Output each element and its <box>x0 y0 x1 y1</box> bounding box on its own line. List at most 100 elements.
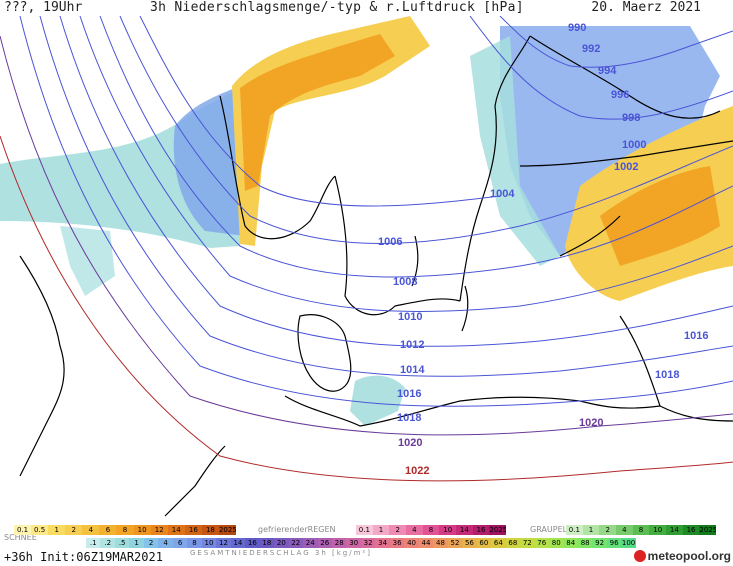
forecast-date: 20. Maerz 2021 <box>591 0 701 15</box>
freezing-scale-cell: 14 <box>456 525 473 535</box>
isobar-label: 1020 <box>579 417 603 429</box>
freezing-scale-cell: 16 <box>472 525 490 535</box>
total-scale-cell: 30 <box>346 538 361 548</box>
graupel-scale-cell: 2 <box>599 525 617 535</box>
isobar-label: 1000 <box>622 139 646 151</box>
isobar-line <box>139 16 501 207</box>
rain-scale-cell: 2 <box>65 525 83 535</box>
total-scale-cell: 4 <box>158 538 173 548</box>
graupel-scale-cell: 0.1 <box>566 525 583 535</box>
freezing-scale-cell: 8 <box>422 525 440 535</box>
meteopool-logo[interactable]: meteopool.org <box>633 549 731 563</box>
isobar-line <box>119 16 733 244</box>
coast-netherlands <box>164 445 226 517</box>
isobar-label: 1018 <box>397 412 421 424</box>
isobar-label: 1022 <box>405 465 429 477</box>
total-scale-cell: 28 <box>331 538 347 548</box>
total-scale-cell: 16 <box>245 538 260 548</box>
total-scale-cell: 14 <box>230 538 246 548</box>
graupel-scale-cell: 2025+ <box>699 525 717 535</box>
isobar-label: 1008 <box>393 276 417 288</box>
coast-finland <box>519 35 733 167</box>
isobar-label: 1010 <box>398 311 422 323</box>
map-title: 3h Niederschlagsmenge/-typ & r.Luftdruck… <box>150 0 524 15</box>
total-scale-cell: 1 <box>129 538 144 548</box>
graupel-scale-cell: 10 <box>649 525 667 535</box>
legend-total-label: GESAMTNIEDERSCHLAG 3h [kg/m²] <box>190 549 372 557</box>
isobar-label: 994 <box>598 65 617 77</box>
total-scale-cell: .2 <box>100 538 115 548</box>
freezing-scale-cell: 2025+ <box>489 525 507 535</box>
rain-scale-cell: 12 <box>150 525 168 535</box>
isobar-label: 1002 <box>614 161 638 173</box>
isobar-line <box>79 16 733 313</box>
total-scale-cell: 22 <box>288 538 304 548</box>
isobar-label: 1004 <box>490 188 515 200</box>
snow-area-norway <box>173 86 250 236</box>
total-scale-cell: 88 <box>577 538 593 548</box>
total-scale-cell: 18 <box>259 538 275 548</box>
total-scale-cell: 10 <box>201 538 217 548</box>
rain-scale-cell: 2025+ <box>218 525 237 535</box>
rain-scale-cell: 8 <box>116 525 134 535</box>
freezing-scale-cell: 10 <box>439 525 457 535</box>
total-scale-cell: 24 <box>303 538 318 548</box>
isobar-line <box>19 16 733 407</box>
total-scale-cell: 34 <box>375 538 390 548</box>
legend-freezing-label: gefrierenderREGEN <box>258 525 336 534</box>
total-scale-cell: 20 <box>274 538 289 548</box>
total-precip-color-scale: .1.2.5 1 2 4 6 8 10 12 14 16 18 20 22 24 26 28 30 32 34 36 4… <box>86 538 636 548</box>
rain-core-baltic <box>600 166 720 266</box>
total-scale-cell: 92 <box>592 538 607 548</box>
total-scale-cell: 26 <box>317 538 332 548</box>
total-scale-cell: 8 <box>187 538 202 548</box>
total-scale-cell: 48 <box>433 538 448 548</box>
coast-sweden-east <box>459 35 531 302</box>
snow-fringe-finland <box>470 36 560 266</box>
legend-panel: SCHNEE gefrierenderREGEN GRAUPEL GESAMTN… <box>0 523 733 566</box>
total-scale-cell: 64 <box>491 538 506 548</box>
rain-scale-cell: 1 <box>48 525 66 535</box>
legend-snow-label: SCHNEE <box>4 533 37 542</box>
isobar-line <box>0 135 733 482</box>
graupel-scale-cell: 4 <box>616 525 633 535</box>
coast-germany-poland <box>284 395 661 427</box>
freezing-scale-cell: 1 <box>372 525 390 535</box>
isobar-line <box>99 16 733 278</box>
forecast-time-label: ???, 19Uhr <box>4 0 83 15</box>
total-scale-cell: 56 <box>462 538 477 548</box>
map-area: 990 992 994 996 998 1000 1002 1004 1006 … <box>0 16 733 523</box>
total-scale-cell: 80 <box>549 538 564 548</box>
isobar-label: 996 <box>611 89 629 101</box>
rain-scale-cell: 14 <box>167 525 185 535</box>
isobar-line <box>59 16 733 347</box>
snow-patch-uk <box>60 226 115 296</box>
total-scale-cell: 6 <box>172 538 188 548</box>
total-scale-cell: 52 <box>447 538 463 548</box>
isobar-label: 1014 <box>400 364 425 376</box>
total-scale-cell: 72 <box>520 538 535 548</box>
total-scale-cell: 2 <box>143 538 159 548</box>
isobar-line <box>0 35 733 436</box>
total-scale-cell: .5 <box>114 538 130 548</box>
isobar-label: 1012 <box>400 339 424 351</box>
precip-pressure-map: 990 992 994 996 998 1000 1002 1004 1006 … <box>0 16 733 517</box>
rain-scale-cell: 16 <box>184 525 202 535</box>
total-scale-cell: 84 <box>563 538 578 548</box>
rain-scale-cell: 10 <box>133 525 151 535</box>
graupel-scale-cell: 14 <box>666 525 683 535</box>
isobar-label: 1018 <box>655 369 679 381</box>
isobar-label: 1020 <box>398 437 422 449</box>
freezing-scale-cell: 4 <box>406 525 423 535</box>
legend-graupel-label: GRAUPEL <box>530 525 568 534</box>
graupel-scale-cell: 16 <box>682 525 700 535</box>
isobar-line <box>469 16 733 120</box>
rain-core-norway <box>240 34 395 191</box>
total-scale-cell: 12 <box>216 538 231 548</box>
total-scale-cell: 76 <box>534 538 549 548</box>
isobar-label: 1016 <box>684 330 708 342</box>
isobar-label: 990 <box>568 22 586 34</box>
